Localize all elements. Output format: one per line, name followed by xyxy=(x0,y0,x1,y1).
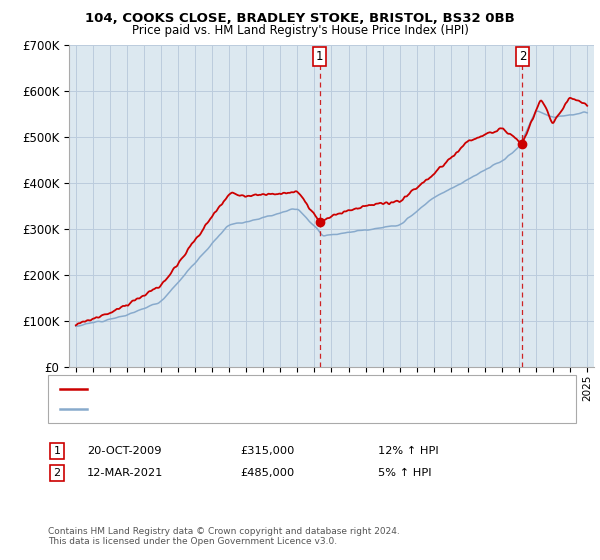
Text: 1: 1 xyxy=(316,50,323,63)
Text: 2: 2 xyxy=(518,50,526,63)
Text: 104, COOKS CLOSE, BRADLEY STOKE, BRISTOL, BS32 0BB: 104, COOKS CLOSE, BRADLEY STOKE, BRISTOL… xyxy=(85,12,515,25)
Text: £485,000: £485,000 xyxy=(240,468,294,478)
Text: HPI: Average price, detached house, South Gloucestershire: HPI: Average price, detached house, Sout… xyxy=(93,404,416,414)
Text: 12% ↑ HPI: 12% ↑ HPI xyxy=(378,446,439,456)
Text: 5% ↑ HPI: 5% ↑ HPI xyxy=(378,468,431,478)
Text: 1: 1 xyxy=(53,446,61,456)
Text: Price paid vs. HM Land Registry's House Price Index (HPI): Price paid vs. HM Land Registry's House … xyxy=(131,24,469,37)
Text: 2: 2 xyxy=(53,468,61,478)
Text: Contains HM Land Registry data © Crown copyright and database right 2024.
This d: Contains HM Land Registry data © Crown c… xyxy=(48,526,400,546)
Text: £315,000: £315,000 xyxy=(240,446,295,456)
Text: 20-OCT-2009: 20-OCT-2009 xyxy=(87,446,161,456)
Text: 12-MAR-2021: 12-MAR-2021 xyxy=(87,468,163,478)
Text: 104, COOKS CLOSE, BRADLEY STOKE, BRISTOL, BS32 0BB (detached house): 104, COOKS CLOSE, BRADLEY STOKE, BRISTOL… xyxy=(93,384,509,394)
